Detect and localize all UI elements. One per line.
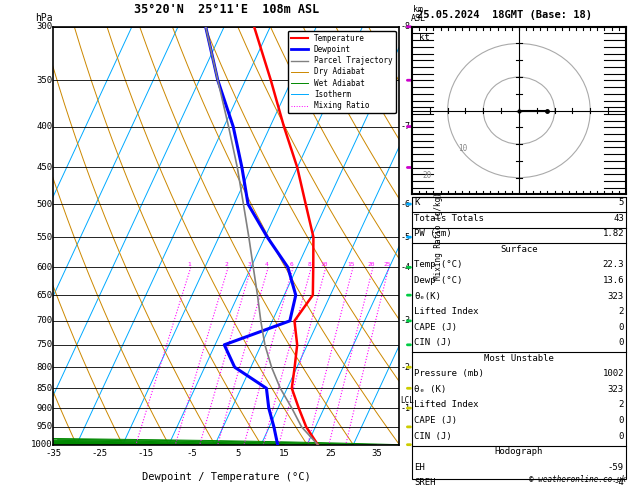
Text: 25: 25 (383, 262, 391, 267)
Text: 0: 0 (618, 323, 624, 332)
Text: 700: 700 (36, 316, 53, 325)
Text: 600: 600 (36, 263, 53, 272)
Text: CAPE (J): CAPE (J) (414, 323, 457, 332)
Text: Totals Totals: Totals Totals (414, 214, 484, 223)
Text: Surface: Surface (500, 245, 538, 254)
Text: 1002: 1002 (603, 369, 624, 379)
Text: 15: 15 (348, 262, 355, 267)
Text: Mixing Ratio (g/kg): Mixing Ratio (g/kg) (434, 192, 443, 279)
Text: Most Unstable: Most Unstable (484, 354, 554, 363)
Text: Dewpoint / Temperature (°C): Dewpoint / Temperature (°C) (142, 472, 311, 482)
Text: 25.05.2024  18GMT (Base: 18): 25.05.2024 18GMT (Base: 18) (417, 10, 592, 20)
Legend: Temperature, Dewpoint, Parcel Trajectory, Dry Adiabat, Wet Adiabat, Isotherm, Mi: Temperature, Dewpoint, Parcel Trajectory… (288, 31, 396, 113)
Text: 20: 20 (367, 262, 375, 267)
Text: 750: 750 (36, 340, 53, 349)
Text: © weatheronline.co.uk: © weatheronline.co.uk (529, 474, 626, 484)
Text: 350: 350 (36, 76, 53, 85)
Text: -3: -3 (400, 316, 410, 325)
Text: -7: -7 (400, 122, 410, 131)
Text: 20: 20 (423, 171, 432, 180)
Text: -6: -6 (400, 200, 410, 208)
Text: 15: 15 (279, 449, 289, 458)
Text: -2: -2 (400, 363, 410, 372)
Text: 900: 900 (36, 403, 53, 413)
Text: 323: 323 (608, 385, 624, 394)
Text: -8: -8 (400, 22, 410, 31)
Text: 10: 10 (459, 144, 467, 153)
Text: Dewp (°C): Dewp (°C) (414, 276, 462, 285)
Text: 550: 550 (36, 233, 53, 242)
Text: hPa: hPa (35, 13, 53, 22)
Text: -5: -5 (400, 233, 410, 242)
Text: 450: 450 (36, 163, 53, 172)
Text: θₑ (K): θₑ (K) (414, 385, 446, 394)
Text: 400: 400 (36, 122, 53, 131)
Text: CAPE (J): CAPE (J) (414, 416, 457, 425)
Text: -59: -59 (608, 463, 624, 472)
Text: 1: 1 (187, 262, 191, 267)
Text: km
ASL: km ASL (411, 4, 426, 22)
Text: 10: 10 (320, 262, 328, 267)
Text: 1.82: 1.82 (603, 229, 624, 239)
Text: 5: 5 (618, 198, 624, 208)
Text: -15: -15 (138, 449, 153, 458)
Text: 500: 500 (36, 200, 53, 208)
Text: 650: 650 (36, 291, 53, 300)
Text: 4: 4 (265, 262, 269, 267)
Text: -25: -25 (92, 449, 108, 458)
Text: -4: -4 (400, 263, 410, 272)
Text: PW (cm): PW (cm) (414, 229, 452, 239)
Text: 300: 300 (36, 22, 53, 31)
Text: SREH: SREH (414, 478, 435, 486)
Text: -1: -1 (400, 403, 410, 413)
Text: 25: 25 (325, 449, 336, 458)
Text: 323: 323 (608, 292, 624, 301)
Text: -5: -5 (186, 449, 198, 458)
Text: -4: -4 (613, 478, 624, 486)
Text: 0: 0 (618, 432, 624, 441)
Text: CIN (J): CIN (J) (414, 432, 452, 441)
Text: 0: 0 (618, 416, 624, 425)
Text: K: K (414, 198, 420, 208)
Text: Pressure (mb): Pressure (mb) (414, 369, 484, 379)
Text: 0: 0 (618, 338, 624, 347)
Text: Lifted Index: Lifted Index (414, 307, 479, 316)
Text: CIN (J): CIN (J) (414, 338, 452, 347)
Text: 3: 3 (248, 262, 252, 267)
Text: 8: 8 (308, 262, 311, 267)
Text: Lifted Index: Lifted Index (414, 400, 479, 410)
Text: 35: 35 (371, 449, 382, 458)
Text: 2: 2 (618, 400, 624, 410)
Text: 13.6: 13.6 (603, 276, 624, 285)
Text: 850: 850 (36, 384, 53, 393)
Text: Temp (°C): Temp (°C) (414, 260, 462, 270)
Text: -35: -35 (45, 449, 62, 458)
Text: 2: 2 (618, 307, 624, 316)
Text: Hodograph: Hodograph (495, 447, 543, 456)
Text: 2: 2 (225, 262, 228, 267)
Text: 43: 43 (613, 214, 624, 223)
Text: LCL: LCL (400, 396, 414, 405)
Text: 35°20'N  25°11'E  108m ASL: 35°20'N 25°11'E 108m ASL (134, 3, 319, 17)
Text: 800: 800 (36, 363, 53, 372)
Text: kt: kt (419, 34, 430, 42)
Text: EH: EH (414, 463, 425, 472)
Text: 950: 950 (36, 422, 53, 432)
Text: 5: 5 (235, 449, 241, 458)
Text: θₑ(K): θₑ(K) (414, 292, 441, 301)
Text: 1000: 1000 (31, 440, 53, 449)
Text: 22.3: 22.3 (603, 260, 624, 270)
Text: 6: 6 (289, 262, 293, 267)
